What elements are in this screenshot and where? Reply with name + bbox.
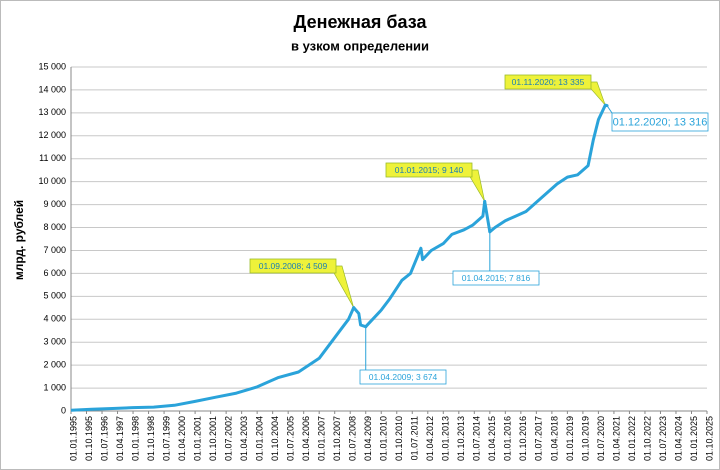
- callout-box: [504, 74, 592, 90]
- callout-box: [385, 162, 473, 178]
- x-tick-label: 01.10.1995: [84, 416, 94, 461]
- y-axis-label: млрд. рублей: [12, 200, 26, 280]
- x-tick-label: 01.07.2011: [410, 416, 420, 460]
- x-tick-label: 01.07.2014: [472, 416, 482, 461]
- y-tick-label: 7 000: [43, 245, 66, 255]
- callout-label: 01.11.2020; 13 335: [512, 77, 585, 87]
- x-tick-label: 01.04.2009: [363, 416, 373, 461]
- callout-box: [249, 258, 337, 274]
- y-tick-label: 13 000: [38, 107, 66, 117]
- x-tick-label: 01.10.2016: [518, 416, 528, 461]
- chart-subtitle: в узком определении: [291, 38, 429, 53]
- x-tick-label: 01.07.2005: [286, 416, 296, 461]
- y-tick-label: 3 000: [43, 337, 66, 347]
- x-tick-label: 01.01.2001: [192, 416, 202, 461]
- annotation-point: [364, 325, 368, 329]
- x-tick-label: 01.01.2004: [255, 416, 265, 461]
- x-tick-label: 01.07.2020: [596, 416, 606, 461]
- callout-box: [452, 270, 540, 286]
- x-tick-label: 01.01.2025: [689, 416, 699, 461]
- annotation-point: [483, 199, 487, 203]
- x-tick-label: 01.04.2003: [239, 416, 249, 461]
- annotation-point: [605, 104, 609, 108]
- y-tick-label: 0: [61, 405, 66, 415]
- x-tick-label: 01.01.2016: [503, 416, 513, 461]
- x-tick-label: 01.07.2008: [348, 416, 358, 461]
- y-tick-label: 9 000: [43, 199, 66, 209]
- y-tick-label: 5 000: [43, 291, 66, 301]
- y-tick-label: 12 000: [38, 130, 66, 140]
- y-tick-label: 11 000: [39, 153, 66, 163]
- annotation-point: [352, 306, 356, 310]
- x-tick-label: 01.10.2013: [456, 416, 466, 461]
- y-tick-label: 4 000: [43, 314, 66, 324]
- callout-box: [611, 112, 709, 132]
- callout-label: 01.12.2020; 13 316: [613, 116, 708, 128]
- x-tick-label: 01.01.2022: [627, 416, 637, 461]
- y-tick-label: 10 000: [38, 176, 66, 186]
- y-tick-label: 6 000: [43, 268, 66, 278]
- callout-label: 01.04.2015; 7 816: [462, 273, 531, 283]
- x-tick-label: 01.04.2000: [177, 416, 187, 461]
- x-tick-label: 01.10.2004: [270, 416, 280, 461]
- x-tick-label: 01.07.1999: [161, 416, 171, 461]
- y-tick-label: 2 000: [43, 360, 66, 370]
- x-tick-label: 01.04.2006: [301, 416, 311, 461]
- callout-label: 01.04.2009; 3 674: [369, 372, 438, 382]
- x-tick-label: 01.01.1995: [68, 416, 78, 461]
- x-tick-label: 01.10.2001: [208, 416, 218, 461]
- chart-title: Денежная база: [294, 12, 428, 32]
- x-tick-label: 01.01.2013: [441, 416, 451, 461]
- x-tick-label: 01.01.2010: [379, 416, 389, 461]
- x-tick-label: 01.07.2017: [534, 416, 544, 461]
- y-tick-label: 1 000: [43, 382, 66, 392]
- x-tick-label: 01.04.2012: [425, 416, 435, 461]
- callout-label: 01.09.2008; 4 509: [259, 261, 328, 271]
- x-tick-label: 01.04.1997: [115, 416, 125, 461]
- annotation-point: [488, 230, 492, 234]
- x-tick-label: 01.04.2018: [549, 416, 559, 461]
- y-tick-label: 8 000: [43, 222, 66, 232]
- y-tick-label: 15 000: [38, 61, 66, 71]
- x-tick-label: 01.04.2021: [611, 416, 621, 461]
- x-tick-label: 01.04.2015: [487, 416, 497, 461]
- x-tick-label: 01.01.2007: [317, 416, 327, 461]
- x-tick-label: 01.07.2023: [658, 416, 668, 461]
- x-tick-label: 01.07.2002: [223, 416, 233, 461]
- x-tick-label: 01.04.2024: [673, 416, 683, 461]
- x-tick-label: 01.10.1998: [146, 416, 156, 461]
- x-tick-label: 01.10.2025: [704, 416, 714, 461]
- y-tick-label: 14 000: [38, 84, 66, 94]
- x-tick-label: 01.07.1996: [99, 416, 109, 461]
- x-tick-label: 01.10.2010: [394, 416, 404, 461]
- x-tick-label: 01.01.1998: [130, 416, 140, 461]
- callout-box: [359, 369, 447, 385]
- line-series: [70, 103, 608, 412]
- x-tick-label: 01.10.2019: [580, 416, 590, 461]
- x-tick-label: 01.10.2007: [332, 416, 342, 461]
- x-tick-label: 01.01.2019: [565, 416, 575, 461]
- callout-label: 01.01.2015; 9 140: [395, 165, 464, 175]
- x-tick-label: 01.10.2022: [642, 416, 652, 461]
